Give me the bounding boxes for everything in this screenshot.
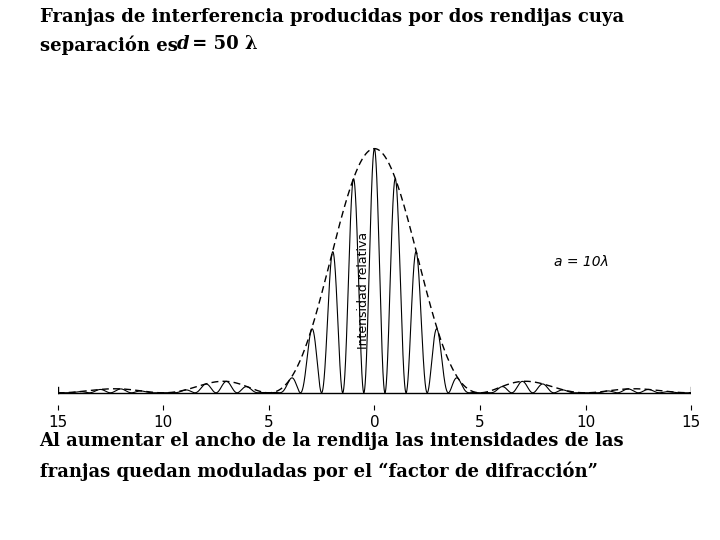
Text: franjas quedan moduladas por el “factor de difracción”: franjas quedan moduladas por el “factor …	[40, 462, 598, 481]
Text: Franjas de interferencia producidas por dos rendijas cuya: Franjas de interferencia producidas por …	[40, 8, 624, 26]
Text: separación es: separación es	[40, 35, 184, 55]
Text: d: d	[176, 35, 189, 53]
Text: Intensidad relativa: Intensidad relativa	[357, 232, 370, 349]
Text: Al aumentar el ancho de la rendija las intensidades de las: Al aumentar el ancho de la rendija las i…	[40, 432, 624, 450]
Text: a = 10λ: a = 10λ	[554, 255, 609, 269]
Text: = 50 λ: = 50 λ	[186, 35, 257, 53]
